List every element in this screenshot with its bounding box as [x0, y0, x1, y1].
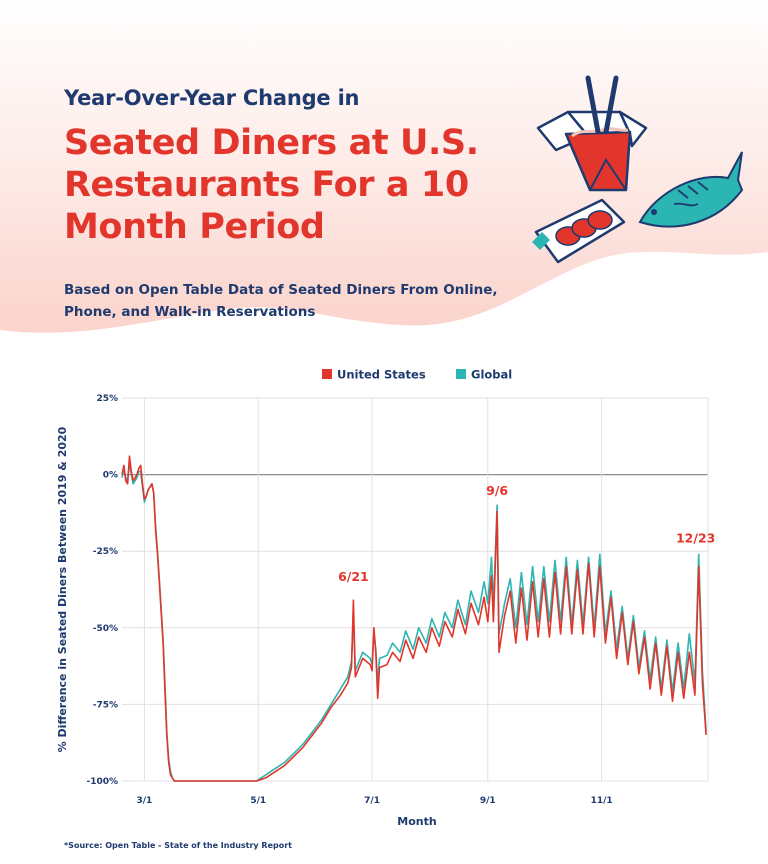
y-tick-label: -50%: [93, 624, 118, 634]
chopsticks-icon: [585, 75, 619, 135]
x-tick-label: 11/1: [591, 796, 613, 806]
chart-subtitle: Based on Open Table Data of Seated Diner…: [64, 282, 498, 320]
line-chart: United States Global 6/21 9/6 12/23 25% 0% -2…: [56, 368, 715, 829]
x-tick-label: 5/1: [250, 796, 266, 806]
x-tick-label: 7/1: [364, 796, 380, 806]
food-illustration: [532, 75, 744, 264]
series-line-united-states: [121, 455, 707, 782]
x-tick-label: 9/1: [480, 796, 496, 806]
annotation-label: 12/23: [676, 530, 715, 545]
chart-title: Seated Diners at U.S. Restaurants For a …: [64, 123, 479, 247]
legend-swatch: [322, 369, 332, 379]
annotation-label: 9/6: [486, 483, 508, 498]
series-line-global: [121, 461, 707, 782]
legend-label: Global: [471, 368, 512, 382]
legend: United States Global: [322, 368, 512, 382]
legend-label: United States: [337, 368, 426, 382]
y-axis-label: % Difference in Seated Diners Between 20…: [56, 426, 69, 752]
y-tick-label: -100%: [86, 777, 118, 787]
annotation-label: 6/21: [338, 569, 369, 584]
y-tick-label: -25%: [93, 547, 118, 557]
source-note: *Source: Open Table - State of the Indus…: [64, 841, 292, 850]
takeout-box-icon: [536, 110, 648, 192]
y-tick-label: 25%: [96, 394, 118, 404]
x-axis-label: Month: [397, 815, 436, 828]
legend-swatch: [456, 369, 466, 379]
fish-icon: [638, 151, 744, 228]
series-layer: [121, 455, 707, 782]
annotation-layer: 6/21 9/6 12/23: [338, 483, 715, 584]
y-tick-label: -75%: [93, 700, 118, 710]
axis-layer: 25% 0% -25% -50% -75% -100% 3/1 5/1 7/1 9/1 11/1 Mo…: [56, 394, 613, 828]
x-tick-label: 3/1: [136, 796, 152, 806]
chart-kicker: Year-Over-Year Change in: [64, 86, 360, 110]
gridlines: [122, 397, 709, 782]
y-tick-label: 0%: [103, 471, 118, 481]
sushi-plate-icon: [532, 198, 626, 264]
